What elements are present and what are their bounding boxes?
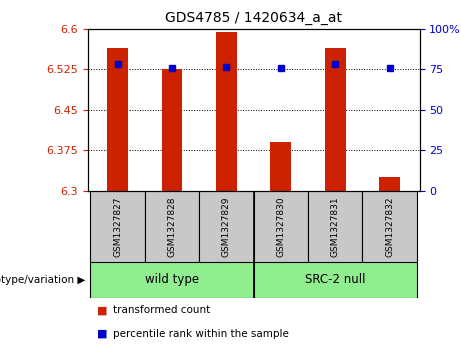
Bar	[145, 191, 199, 262]
Bar	[362, 191, 417, 262]
Bar	[325, 48, 345, 191]
Text: percentile rank within the sample: percentile rank within the sample	[113, 329, 289, 339]
Text: transformed count: transformed count	[113, 305, 210, 315]
Bar	[308, 191, 362, 262]
Bar	[254, 262, 417, 298]
Text: GSM1327828: GSM1327828	[167, 196, 177, 257]
Text: genotype/variation ▶: genotype/variation ▶	[0, 275, 85, 285]
Bar	[90, 262, 254, 298]
Bar	[271, 142, 291, 191]
Bar	[199, 191, 254, 262]
Text: SRC-2 null: SRC-2 null	[305, 273, 366, 286]
Text: wild type: wild type	[145, 273, 199, 286]
Text: ■: ■	[97, 329, 107, 339]
Text: GSM1327827: GSM1327827	[113, 196, 122, 257]
Text: GSM1327832: GSM1327832	[385, 196, 394, 257]
Text: ■: ■	[97, 305, 107, 315]
Text: GSM1327829: GSM1327829	[222, 196, 231, 257]
Bar	[216, 32, 236, 191]
Bar	[254, 191, 308, 262]
Text: GSM1327830: GSM1327830	[276, 196, 285, 257]
Text: GSM1327831: GSM1327831	[331, 196, 340, 257]
Bar	[90, 191, 145, 262]
Title: GDS4785 / 1420634_a_at: GDS4785 / 1420634_a_at	[165, 11, 342, 25]
Bar	[107, 48, 128, 191]
Bar	[379, 178, 400, 191]
Bar	[162, 69, 182, 191]
